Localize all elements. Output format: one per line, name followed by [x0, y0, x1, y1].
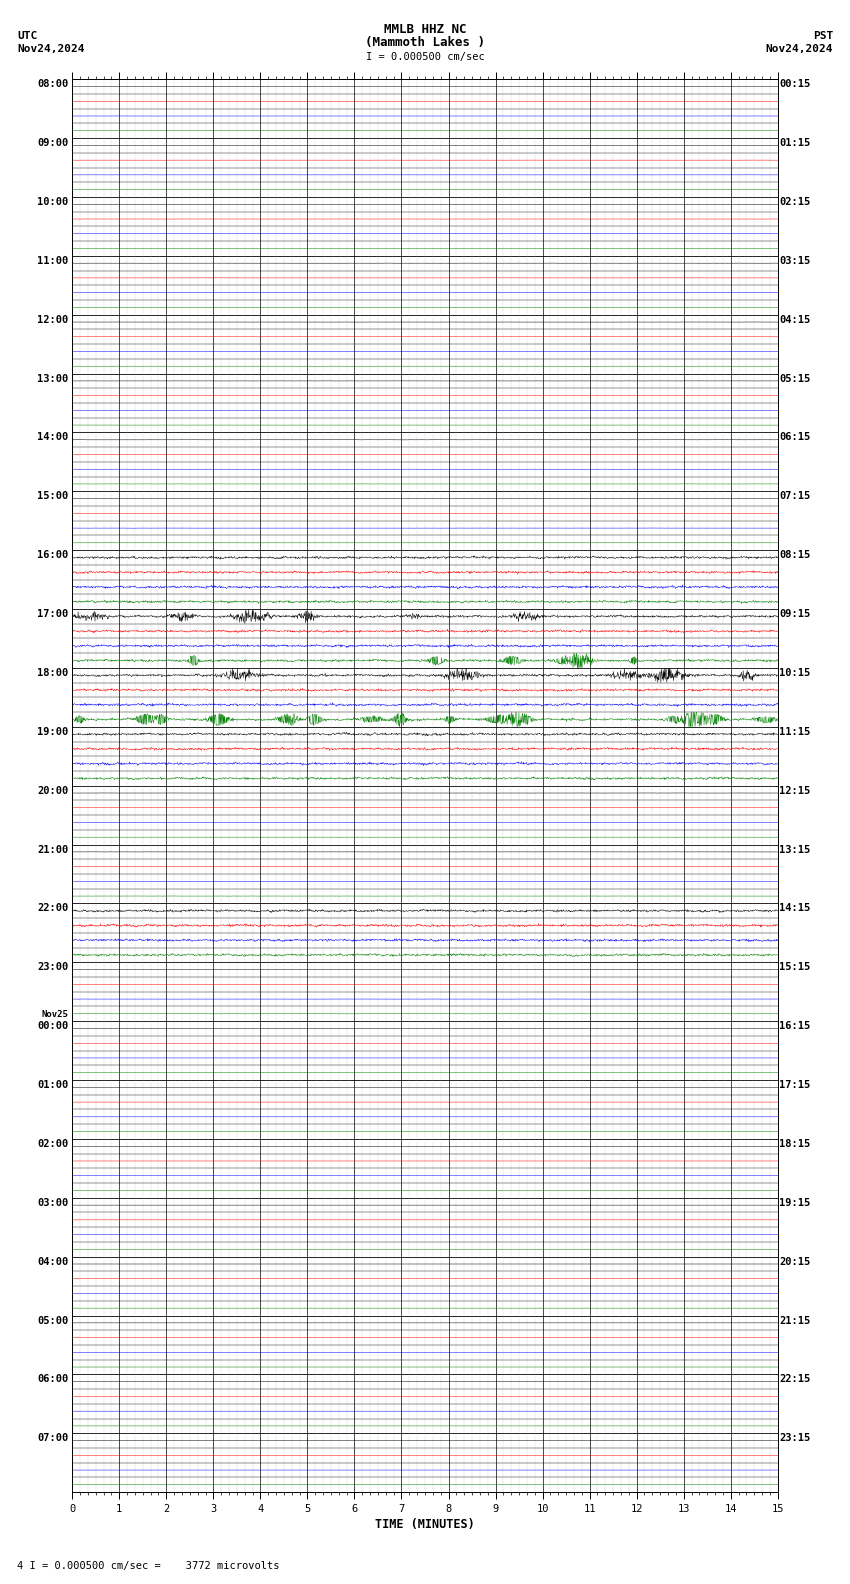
- Text: 19:00: 19:00: [37, 727, 69, 737]
- Text: MMLB HHZ NC: MMLB HHZ NC: [383, 24, 467, 36]
- Text: 12:15: 12:15: [779, 786, 810, 795]
- Text: 07:00: 07:00: [37, 1434, 69, 1443]
- Text: 00:15: 00:15: [779, 79, 810, 89]
- Text: 22:15: 22:15: [779, 1375, 810, 1384]
- Text: 14:15: 14:15: [779, 903, 810, 914]
- Text: 02:00: 02:00: [37, 1139, 69, 1148]
- Text: 04:15: 04:15: [779, 315, 810, 325]
- Text: 19:15: 19:15: [779, 1198, 810, 1207]
- Text: 17:15: 17:15: [779, 1080, 810, 1090]
- Text: Nov24,2024: Nov24,2024: [17, 44, 84, 54]
- Text: 08:00: 08:00: [37, 79, 69, 89]
- Text: 23:15: 23:15: [779, 1434, 810, 1443]
- Text: 00:00: 00:00: [37, 1022, 69, 1031]
- Text: 03:00: 03:00: [37, 1198, 69, 1207]
- Text: 18:15: 18:15: [779, 1139, 810, 1148]
- Text: 02:15: 02:15: [779, 196, 810, 208]
- Text: 03:15: 03:15: [779, 255, 810, 266]
- Text: 10:15: 10:15: [779, 668, 810, 678]
- Text: 11:15: 11:15: [779, 727, 810, 737]
- Text: 16:15: 16:15: [779, 1022, 810, 1031]
- Text: 20:15: 20:15: [779, 1256, 810, 1267]
- Text: 05:15: 05:15: [779, 374, 810, 383]
- Text: (Mammoth Lakes ): (Mammoth Lakes ): [365, 36, 485, 49]
- Text: 15:00: 15:00: [37, 491, 69, 501]
- Text: 06:00: 06:00: [37, 1375, 69, 1384]
- Text: 11:00: 11:00: [37, 255, 69, 266]
- Text: 08:15: 08:15: [779, 550, 810, 561]
- Text: 10:00: 10:00: [37, 196, 69, 208]
- Text: PST: PST: [813, 32, 833, 41]
- Text: 14:00: 14:00: [37, 432, 69, 442]
- Text: 16:00: 16:00: [37, 550, 69, 561]
- Text: 07:15: 07:15: [779, 491, 810, 501]
- Text: 21:00: 21:00: [37, 844, 69, 854]
- Text: 09:00: 09:00: [37, 138, 69, 147]
- Text: 13:15: 13:15: [779, 844, 810, 854]
- Text: I = 0.000500 cm/sec: I = 0.000500 cm/sec: [366, 52, 484, 62]
- Text: 05:00: 05:00: [37, 1315, 69, 1326]
- Text: 09:15: 09:15: [779, 610, 810, 619]
- Text: 13:00: 13:00: [37, 374, 69, 383]
- Text: 04:00: 04:00: [37, 1256, 69, 1267]
- Text: 01:15: 01:15: [779, 138, 810, 147]
- Text: 20:00: 20:00: [37, 786, 69, 795]
- X-axis label: TIME (MINUTES): TIME (MINUTES): [375, 1517, 475, 1532]
- Text: 12:00: 12:00: [37, 315, 69, 325]
- Text: 4 I = 0.000500 cm/sec =    3772 microvolts: 4 I = 0.000500 cm/sec = 3772 microvolts: [17, 1562, 280, 1571]
- Text: UTC: UTC: [17, 32, 37, 41]
- Text: 06:15: 06:15: [779, 432, 810, 442]
- Text: 01:00: 01:00: [37, 1080, 69, 1090]
- Text: Nov25: Nov25: [42, 1011, 69, 1019]
- Text: 21:15: 21:15: [779, 1315, 810, 1326]
- Text: 15:15: 15:15: [779, 963, 810, 973]
- Text: Nov24,2024: Nov24,2024: [766, 44, 833, 54]
- Text: 22:00: 22:00: [37, 903, 69, 914]
- Text: 18:00: 18:00: [37, 668, 69, 678]
- Text: 23:00: 23:00: [37, 963, 69, 973]
- Text: 17:00: 17:00: [37, 610, 69, 619]
